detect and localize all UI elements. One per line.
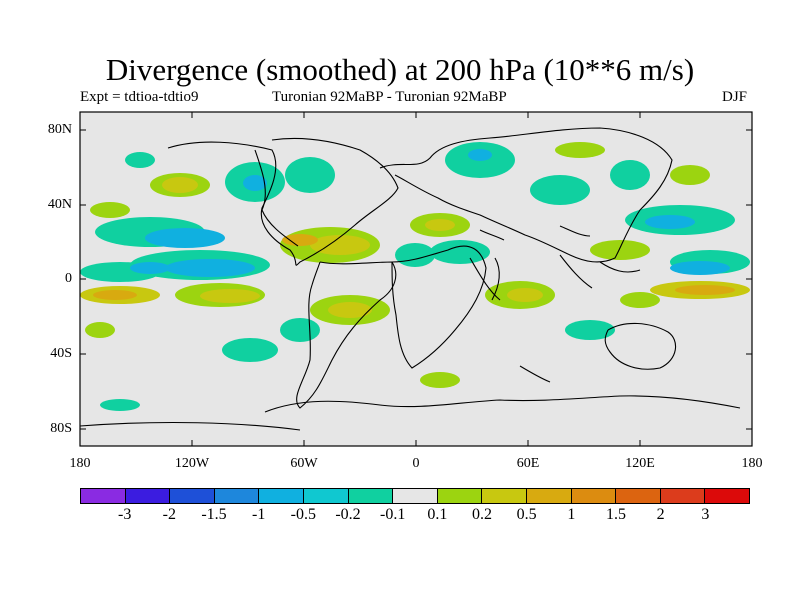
colorbar-label: 2: [656, 506, 665, 523]
colorbar-label: -1.5: [201, 506, 227, 523]
lon-label-120w: 120W: [174, 456, 210, 471]
lat-label-40n: 40N: [47, 197, 72, 212]
colorbar-label: 0.2: [472, 506, 492, 523]
lon-label-120e: 120E: [625, 456, 655, 471]
lon-label-180w: 180: [69, 456, 91, 471]
colorbar-label: 3: [701, 506, 710, 523]
lon-label-60w: 60W: [290, 456, 318, 471]
colorbar-swatch: [214, 489, 260, 503]
colorbar-swatch: [393, 489, 438, 503]
coastlines: [80, 127, 741, 431]
colorbar-label: -0.5: [290, 506, 316, 523]
lon-label-60e: 60E: [516, 456, 540, 471]
colorbar-swatch: [125, 489, 171, 503]
lon-label-180e: 180: [741, 456, 763, 471]
lat-label-80s: 80S: [50, 421, 72, 436]
colorbar-label: -2: [162, 506, 176, 523]
colorbar-swatch: [482, 489, 527, 503]
lat-label-0: 0: [65, 271, 72, 286]
colorbar-label: 0.1: [427, 506, 448, 523]
colorbar-swatch: [348, 489, 394, 503]
colorbar-swatch: [303, 489, 349, 503]
colorbar-swatch: [81, 489, 126, 503]
colorbar-label: -0.2: [335, 506, 361, 523]
experiment-label: Expt = tdtioa-tdtio9: [80, 89, 199, 105]
axis-ticks: [80, 112, 752, 446]
colorbar-swatch: [705, 489, 749, 503]
lon-label-0: 0: [412, 456, 420, 471]
colorbar-swatch: [170, 489, 215, 503]
colorbar-label: 1: [567, 506, 576, 523]
colorbar-label: -3: [117, 506, 132, 523]
colorbar-label: 1.5: [606, 506, 626, 523]
lat-label-80n: 80N: [47, 122, 72, 137]
colorbar-swatch: [660, 489, 706, 503]
divergence-field: [80, 142, 750, 411]
colorbar-label: -1: [251, 506, 266, 523]
lat-label-40s: 40S: [50, 346, 72, 361]
season-label: DJF: [722, 89, 748, 105]
colorbar: [80, 488, 750, 504]
period-label: Turonian 92MaBP - Turonian 92MaBP: [272, 89, 507, 105]
colorbar-swatch: [526, 489, 572, 503]
colorbar-swatch: [616, 489, 661, 503]
colorbar-swatch: [437, 489, 483, 503]
map-title: Divergence (smoothed) at 200 hPa (10**6 …: [105, 52, 695, 87]
colorbar-label: -0.1: [379, 506, 406, 523]
colorbar-swatch: [259, 489, 304, 503]
colorbar-label: 0.5: [516, 506, 537, 523]
colorbar-swatch: [571, 489, 617, 503]
